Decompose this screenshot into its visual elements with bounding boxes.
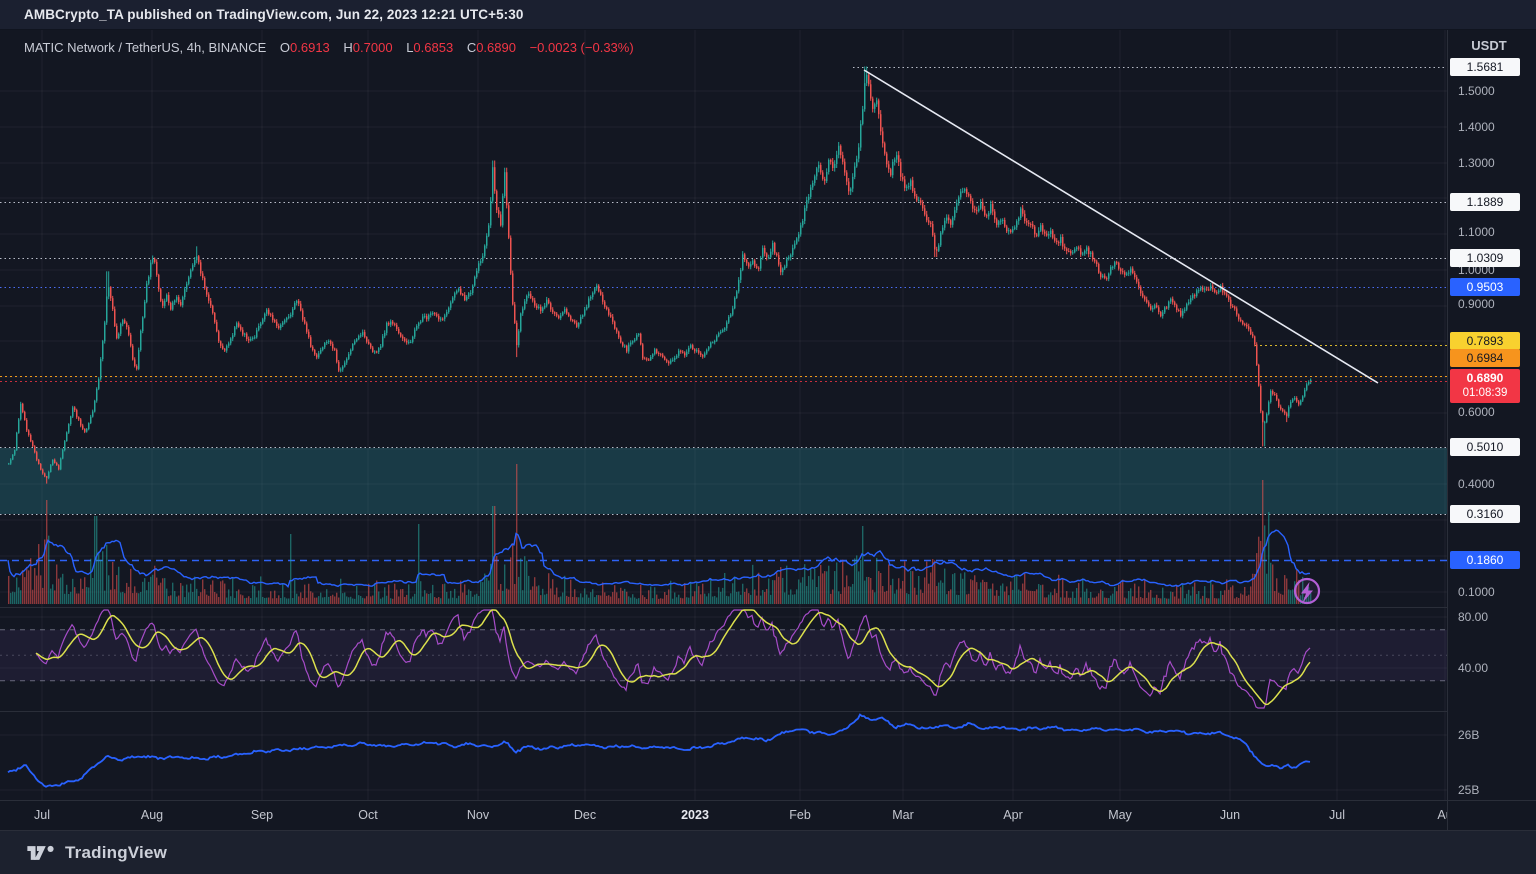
price-level-chip: 1.0309 xyxy=(1450,249,1520,267)
ohlc-change: −0.0023 (−0.33%) xyxy=(529,40,634,55)
current-price-chip: 0.6890 01:08:39 xyxy=(1450,369,1520,403)
time-axis-label: Jun xyxy=(1219,808,1241,822)
time-axis-label: Sep xyxy=(250,808,274,822)
price-level-chip: 0.1860 xyxy=(1450,551,1520,569)
price-axis-label: 0.6000 xyxy=(1458,405,1495,419)
price-level-chip: 1.1889 xyxy=(1450,193,1520,211)
time-axis-label: Mar xyxy=(892,808,914,822)
flash-events-icon[interactable] xyxy=(1293,577,1321,605)
time-axis[interactable]: Jul Aug Sep Oct Nov Dec 2023 Feb Mar Apr May Jun Jul… xyxy=(0,800,1447,830)
price-axis-label: 1.5000 xyxy=(1458,84,1495,98)
ohlc-low-value: 0.6853 xyxy=(413,40,454,55)
current-price-value: 0.6890 xyxy=(1466,371,1504,385)
price-axis-label: 1.4000 xyxy=(1458,120,1495,134)
time-axis-label: Jul xyxy=(1329,808,1345,822)
time-axis-label: 2023 xyxy=(681,808,709,822)
price-axis-label: 1.3000 xyxy=(1458,156,1495,170)
time-axis-label: Apr xyxy=(1003,808,1023,822)
footer: TradingView xyxy=(0,831,1536,874)
ohlc-open-value: 0.6913 xyxy=(290,40,330,55)
price-level-chip: 0.6984 xyxy=(1450,349,1520,367)
rsi-line xyxy=(35,609,1311,709)
time-axis-label: Nov xyxy=(466,808,490,822)
price-level-chip: 0.9503 xyxy=(1450,278,1520,296)
time-axis-label: Jul xyxy=(34,808,50,822)
price-axis-label: 0.4000 xyxy=(1458,477,1495,491)
price-axis-label: 0.1000 xyxy=(1458,585,1495,599)
price-axis-currency: USDT xyxy=(1471,38,1507,53)
rsi-pane xyxy=(0,609,1447,709)
published-bar-text: AMBCrypto_TA published on TradingView.co… xyxy=(24,7,524,22)
descending-trendline[interactable] xyxy=(863,69,1379,384)
price-axis-label: 1.1000 xyxy=(1458,225,1495,239)
price-level-chip: 1.5681 xyxy=(1450,58,1520,76)
price-axis-label: 0.9000 xyxy=(1458,297,1495,311)
symbol-legend: MATIC Network / TetherUS, 4h, BINANCE O0… xyxy=(24,40,634,55)
time-axis-label: Aug xyxy=(140,808,164,822)
price-axis-label: 80.00 xyxy=(1458,610,1489,624)
marketcap-line xyxy=(7,713,1311,788)
price-level-chip: 0.7893 xyxy=(1450,332,1520,350)
price-axis-label: 40.00 xyxy=(1458,661,1489,675)
candles-layer xyxy=(8,66,1312,484)
ohlc-high-value: 0.7000 xyxy=(352,40,393,55)
level-lines-layer xyxy=(0,67,1447,562)
price-level-chip: 0.5010 xyxy=(1450,438,1520,456)
published-bar: AMBCrypto_TA published on TradingView.co… xyxy=(0,0,1536,30)
symbol-title: MATIC Network / TetherUS, 4h, BINANCE xyxy=(24,40,267,55)
time-axis-label: May xyxy=(1108,808,1132,822)
rsi-ma-line xyxy=(35,609,1311,706)
ohlc-open-label: O xyxy=(279,40,291,55)
price-axis[interactable]: USDT 1.5000 1.4000 1.3000 1.1000 1.0000 0.900… xyxy=(1448,30,1536,830)
time-axis-label: Dec xyxy=(573,808,597,822)
current-price-countdown: 01:08:39 xyxy=(1462,387,1508,399)
price-level-chip: 0.3160 xyxy=(1450,505,1520,523)
tradingview-logo-icon[interactable] xyxy=(26,843,56,863)
time-axis-label: Au xyxy=(1437,808,1447,822)
demand-zone xyxy=(0,448,1447,514)
time-axis-label: Oct xyxy=(358,808,378,822)
ohlc-high-label: H xyxy=(343,40,353,55)
grid-layer xyxy=(0,30,1447,800)
price-axis-label: 26B xyxy=(1458,728,1480,742)
ohlc-close-value: 0.6890 xyxy=(476,40,516,55)
separators xyxy=(0,30,1536,831)
tradingview-logo-text[interactable]: TradingView xyxy=(65,842,168,862)
ohlc-close-label: C xyxy=(466,40,477,55)
ohlc-low-label: L xyxy=(406,40,414,55)
volume-ma-line xyxy=(7,529,1311,589)
time-axis-label: Feb xyxy=(789,808,811,822)
price-axis-label: 25B xyxy=(1458,783,1480,797)
